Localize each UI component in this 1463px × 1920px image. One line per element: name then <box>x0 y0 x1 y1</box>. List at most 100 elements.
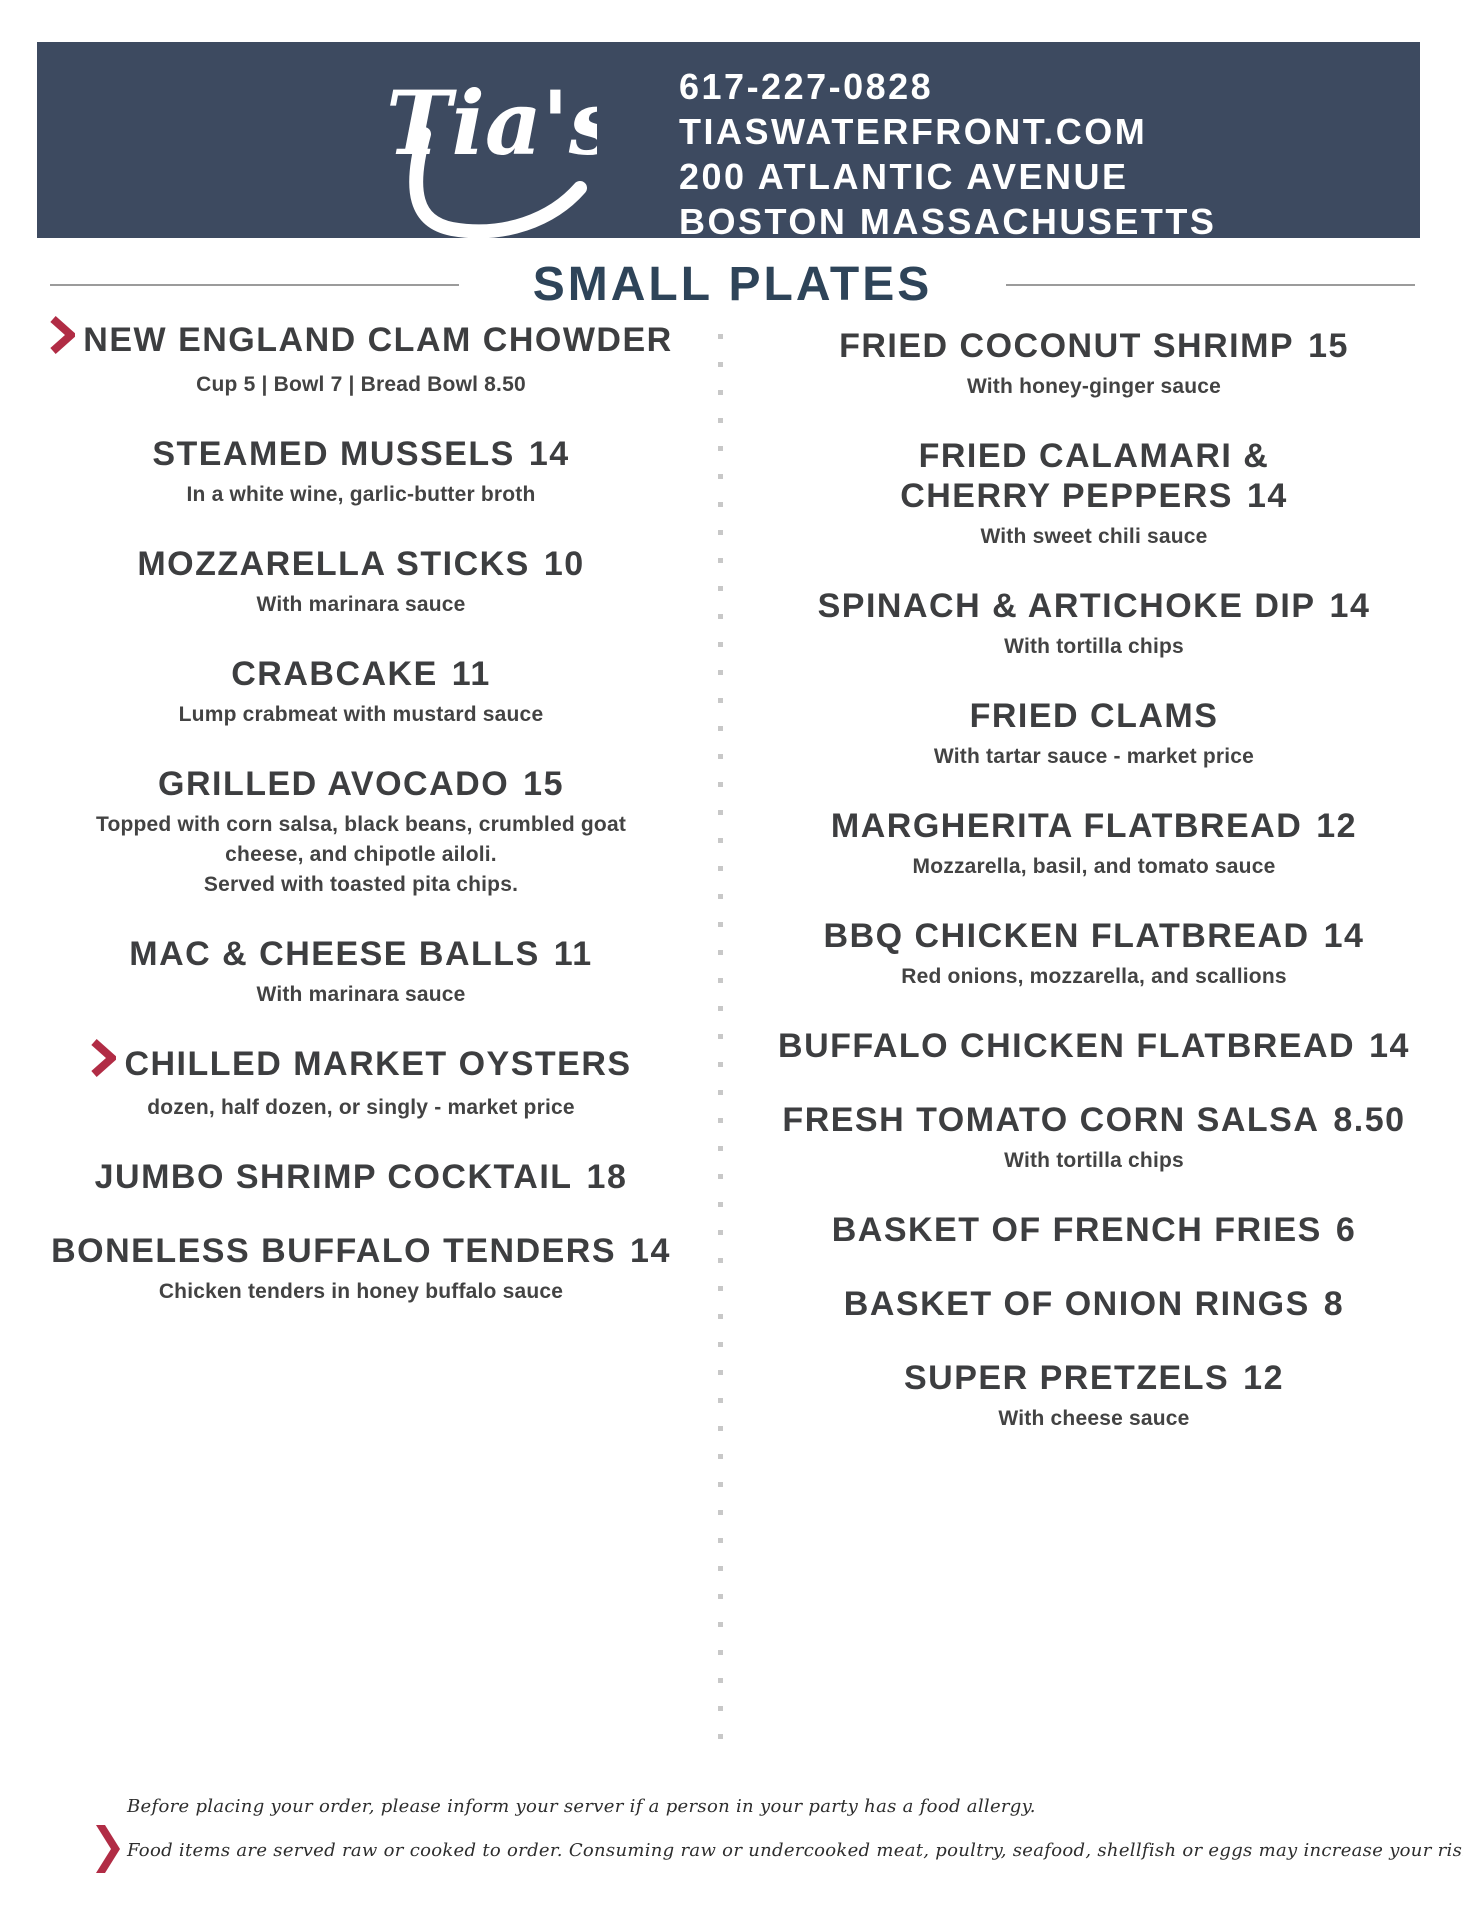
phone-number: 617-227-0828 <box>679 66 934 107</box>
menu-item: SUPER PRETZELS 12 With cheese sauce <box>761 1358 1427 1434</box>
menu-item-price: 10 <box>543 544 585 583</box>
menu-item-price: 11 <box>553 934 593 973</box>
menu-item-price: 14 <box>1329 587 1371 625</box>
menu-item-name: BASKET OF ONION RINGS <box>843 1285 1310 1323</box>
menu-item: BONELESS BUFFALO TENDERS 14 Chicken tende… <box>37 1231 685 1307</box>
menu-item-title: BASKET OF ONION RINGS 8 <box>761 1284 1427 1324</box>
menu-item-description: With tortilla chips <box>1004 1149 1184 1172</box>
menu-item: MOZZARELLA STICKS 10 With marinara sauce <box>37 544 685 620</box>
menu-item-title: CRABCAKE 11 <box>37 654 685 694</box>
menu-item-name: FRESH TOMATO CORN SALSA <box>782 1101 1320 1139</box>
menu-item: BUFFALO CHICKEN FLATBREAD 14 <box>761 1026 1427 1066</box>
menu-item-price: 12 <box>1243 1359 1284 1397</box>
menu-item-description: With cheese sauce <box>998 1407 1190 1430</box>
header-band: Tia's 617-227-0828 TIASWATERFRONT.COM 20… <box>37 42 1420 242</box>
footer: Before placing your order, please inform… <box>95 1796 1463 1873</box>
menu-item-title: NEW ENGLAND CLAM CHOWDER <box>37 315 685 364</box>
menu-item-price: 14 <box>630 1232 671 1271</box>
menu-item-description: In a white wine, garlic-butter broth <box>186 482 536 506</box>
website-url: TIASWATERFRONT.COM <box>679 111 1148 152</box>
menu-item: BBQ CHICKEN FLATBREAD 14 Red onions, mozz… <box>761 916 1427 992</box>
contact-block: 617-227-0828 TIASWATERFRONT.COM 200 ATLA… <box>679 64 1216 244</box>
allergy-notice: Before placing your order, please inform… <box>127 1796 1036 1817</box>
menu-item-description: Topped with corn salsa, black beans, cru… <box>95 812 627 896</box>
dotted-divider <box>718 334 723 1749</box>
menu-item-price: 14 <box>1323 917 1365 955</box>
menu-item-title: BONELESS BUFFALO TENDERS 14 <box>37 1231 685 1271</box>
menu-columns: NEW ENGLAND CLAM CHOWDER Cup 5 | Bowl 7 … <box>37 315 1427 1800</box>
menu-item-title: FRESH TOMATO CORN SALSA 8.50 <box>761 1100 1427 1140</box>
menu-item-name: BBQ CHICKEN FLATBREAD <box>823 917 1310 955</box>
title-rule-right <box>1006 284 1415 286</box>
menu-item: NEW ENGLAND CLAM CHOWDER Cup 5 | Bowl 7 … <box>37 315 685 400</box>
chevron-right-icon <box>95 1824 121 1879</box>
menu-item-description: dozen, half dozen, or singly - market pr… <box>147 1096 575 1120</box>
chevron-right-icon <box>49 315 78 364</box>
menu-item-price: 18 <box>586 1158 628 1197</box>
menu-item-description: Red onions, mozzarella, and scallions <box>901 965 1287 988</box>
menu-item-name: SPINACH & ARTICHOKE DIP <box>817 587 1316 625</box>
menu-item-description: Mozzarella, basil, and tomato sauce <box>912 855 1276 878</box>
menu-item-name: CHILLED MARKET OYSTERS <box>124 1044 632 1083</box>
menu-item: STEAMED MUSSELS 14 In a white wine, garli… <box>37 434 685 510</box>
menu-item-description: Chicken tenders in honey buffalo sauce <box>158 1280 564 1304</box>
menu-item-name: SUPER PRETZELS <box>904 1359 1230 1397</box>
menu-item: SPINACH & ARTICHOKE DIP 14 With tortilla … <box>761 586 1427 662</box>
menu-item: FRIED COCONUT SHRIMP 15 With honey-ginger… <box>761 326 1427 402</box>
section-title-row: SMALL PLATES <box>50 258 1415 312</box>
menu-item-price: 14 <box>528 434 570 473</box>
logo-text: Tia's <box>386 71 597 175</box>
menu-item-description: With tartar sauce - market price <box>933 745 1255 768</box>
menu-item-description: With honey-ginger sauce <box>966 375 1222 398</box>
menu-item-name: JUMBO SHRIMP COCKTAIL <box>94 1158 573 1197</box>
address-street: 200 ATLANTIC AVENUE <box>679 156 1129 197</box>
menu-item-title: MARGHERITA FLATBREAD 12 <box>761 806 1427 846</box>
address-city: BOSTON MASSACHUSETTS <box>679 201 1217 242</box>
menu-item: BASKET OF FRENCH FRIES 6 <box>761 1210 1427 1250</box>
menu-item-description: Lump crabmeat with mustard sauce <box>178 702 544 726</box>
menu-item-name: CRABCAKE <box>231 654 438 693</box>
menu-item-title: MAC & CHEESE BALLS 11 <box>37 934 685 974</box>
menu-item-name: NEW ENGLAND CLAM CHOWDER <box>83 321 673 359</box>
menu-item-title: GRILLED AVOCADO 15 <box>37 764 685 804</box>
menu-item-price: 14 <box>1369 1027 1410 1065</box>
tias-logo: Tia's <box>386 71 597 239</box>
menu-item-price: 8.50 <box>1333 1101 1406 1139</box>
menu-item: FRESH TOMATO CORN SALSA 8.50 With tortill… <box>761 1100 1427 1176</box>
menu-item-name: MAC & CHEESE BALLS <box>129 934 540 973</box>
menu-item-name: MOZZARELLA STICKS <box>137 544 530 583</box>
menu-item-description: With sweet chili sauce <box>980 525 1208 548</box>
menu-item-price: 12 <box>1316 807 1358 845</box>
menu-item-title: BBQ CHICKEN FLATBREAD 14 <box>761 916 1427 956</box>
menu-item-name: FRIED CALAMARI & CHERRY PEPPERS <box>900 437 1270 515</box>
menu-item: FRIED CLAMS With tartar sauce - market p… <box>761 696 1427 772</box>
menu-item-title: FRIED CLAMS <box>761 696 1427 736</box>
menu-item-price: 11 <box>451 654 491 693</box>
menu-item: BASKET OF ONION RINGS 8 <box>761 1284 1427 1324</box>
menu-item-name: BONELESS BUFFALO TENDERS <box>51 1232 617 1271</box>
menu-item-price: 6 <box>1335 1211 1357 1249</box>
menu-item-price: 15 <box>523 764 564 803</box>
menu-item-title: FRIED CALAMARI & CHERRY PEPPERS 14 <box>761 436 1427 516</box>
menu-item: GRILLED AVOCADO 15 Topped with corn salsa… <box>37 764 685 900</box>
menu-item-name: GRILLED AVOCADO <box>158 764 510 803</box>
menu-item-description: With marinara sauce <box>256 982 466 1006</box>
page-title: SMALL PLATES <box>532 258 933 311</box>
menu-item-title: FRIED COCONUT SHRIMP 15 <box>761 326 1427 366</box>
raw-food-notice: Food items are served raw or cooked to o… <box>127 1840 1463 1861</box>
chevron-right-icon <box>90 1038 119 1087</box>
menu-item-title: BASKET OF FRENCH FRIES 6 <box>761 1210 1427 1250</box>
menu-item-name: BUFFALO CHICKEN FLATBREAD <box>778 1027 1356 1065</box>
title-rule-left <box>50 284 459 286</box>
menu-item-price: 15 <box>1308 327 1349 365</box>
menu-item-name: FRIED CLAMS <box>969 697 1219 735</box>
menu-item-price: 14 <box>1246 477 1288 515</box>
menu-item-name: BASKET OF FRENCH FRIES <box>831 1211 1322 1249</box>
menu-item: CHILLED MARKET OYSTERS dozen, half dozen… <box>37 1039 685 1124</box>
menu-column-right: FRIED COCONUT SHRIMP 15 With honey-ginger… <box>761 326 1427 1468</box>
menu-item: FRIED CALAMARI & CHERRY PEPPERS 14 With s… <box>761 436 1427 552</box>
menu-item: CRABCAKE 11 Lump crabmeat with mustard sa… <box>37 654 685 730</box>
menu-item-title: STEAMED MUSSELS 14 <box>37 434 685 474</box>
menu-item-price: 8 <box>1323 1285 1345 1323</box>
